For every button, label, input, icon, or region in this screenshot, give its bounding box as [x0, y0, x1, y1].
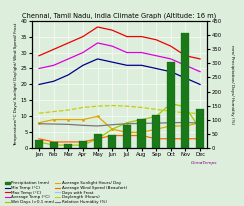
Bar [182, 33, 190, 148]
Y-axis label: Temperature/°C Days/ Sunlight/ Daylight/ Wind Speed/ Frost: Temperature/°C Days/ Sunlight/ Daylight/… [14, 23, 18, 146]
Bar [94, 133, 102, 148]
Text: ClimaTemps: ClimaTemps [190, 161, 217, 165]
Bar [64, 144, 72, 148]
Bar [152, 115, 160, 148]
Bar [79, 141, 87, 148]
Bar [108, 135, 116, 148]
Bar [167, 62, 175, 148]
Title: Chennai, Tamil Nadu, India Climate Graph (Altitude: 16 m): Chennai, Tamil Nadu, India Climate Graph… [22, 13, 217, 19]
Bar [196, 109, 204, 148]
Bar [123, 125, 131, 148]
Legend: Precipitation (mm), Min Temp (°C), Max Temp (°C), Average Temp (°C), Wet Days (>: Precipitation (mm), Min Temp (°C), Max T… [5, 181, 127, 204]
Bar [50, 142, 58, 148]
Bar [138, 119, 146, 148]
Bar [35, 140, 43, 148]
Y-axis label: mm/ Precipitation/ Days/ Humidity (%): mm/ Precipitation/ Days/ Humidity (%) [230, 45, 234, 124]
